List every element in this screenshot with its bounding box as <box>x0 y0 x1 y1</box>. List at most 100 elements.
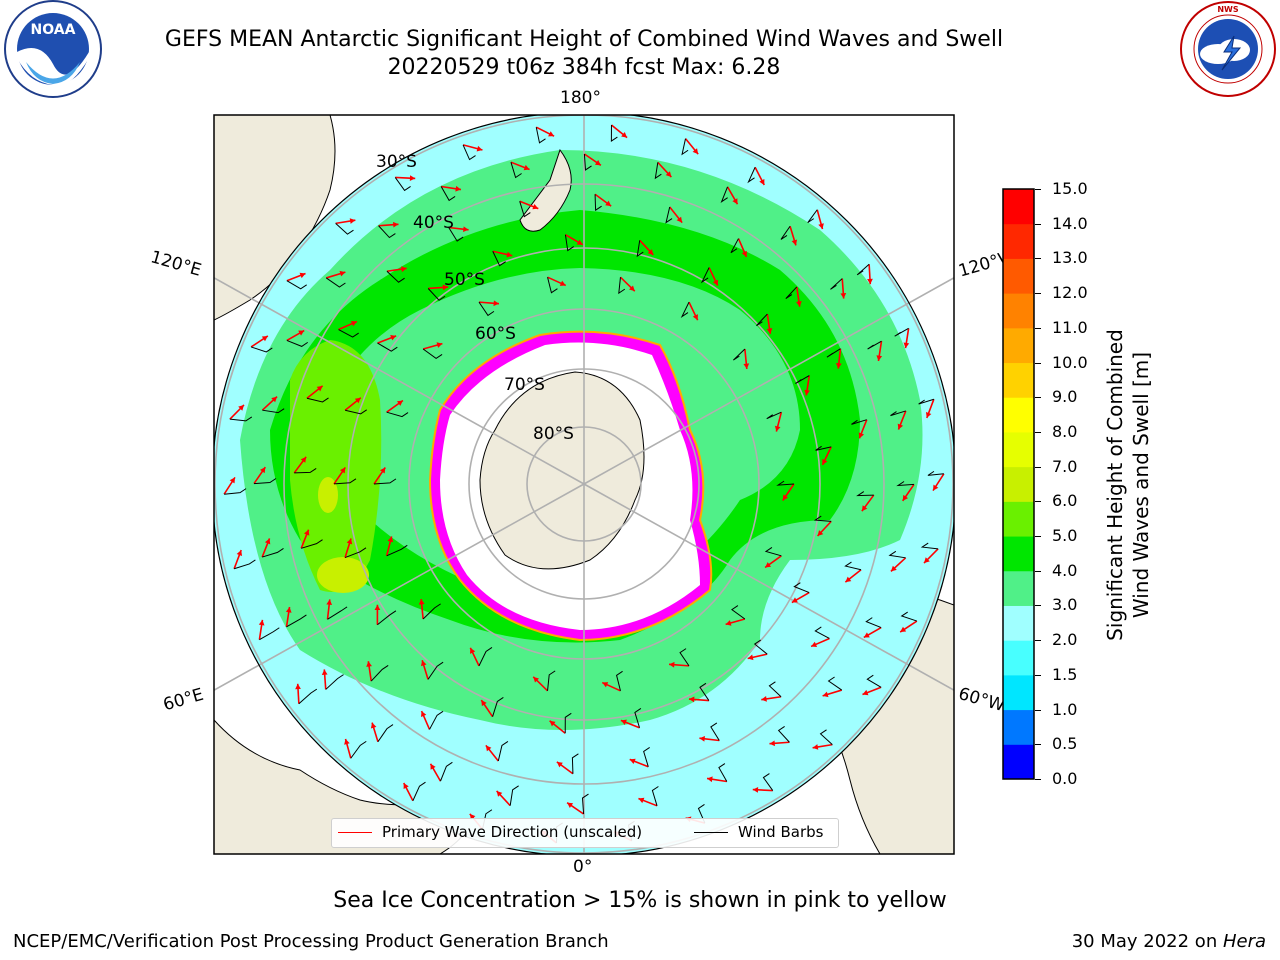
wave-arrowhead <box>379 467 386 474</box>
wind-barb <box>785 286 798 300</box>
colorbar-tick-mark <box>1035 293 1041 295</box>
wave-arrowhead <box>370 722 377 729</box>
wave-arrowhead <box>455 185 461 192</box>
wave-arrowhead <box>822 691 829 698</box>
wind-barb <box>793 582 810 594</box>
wave-arrowhead <box>374 604 381 611</box>
wind-barb <box>888 550 906 559</box>
wave-arrowhead <box>264 538 271 545</box>
footer-date: 30 May 2022 on Hera <box>1072 931 1266 952</box>
colorbar-bin <box>1003 223 1034 259</box>
colorbar-tick-mark <box>1035 189 1041 190</box>
wave-arrowhead <box>765 562 772 568</box>
wind-barb <box>373 478 397 485</box>
wave-arrowhead <box>476 145 483 152</box>
wave-arrowhead <box>817 530 824 536</box>
wave-arrowhead <box>782 494 789 501</box>
wind-barb <box>780 225 791 240</box>
wave-arrowhead <box>344 738 350 745</box>
wave-arrowhead <box>822 458 828 465</box>
wave-arrowhead <box>769 740 775 747</box>
wave-arrowhead <box>862 689 869 696</box>
colorbar-tick-label: 5.0 <box>1052 526 1078 546</box>
colorbar-bin <box>1003 397 1034 433</box>
wave-arrowhead <box>669 661 675 668</box>
legend-primary-wave-label: Primary Wave Direction (unscaled) <box>382 823 643 841</box>
legend-wind-barbs-label: Wind Barbs <box>738 823 824 841</box>
wave-arrowhead <box>741 250 747 257</box>
wind-barb <box>422 603 441 620</box>
wind-barb <box>427 288 446 301</box>
wind-barb <box>519 201 531 218</box>
lon-label-0: 0° <box>573 857 593 877</box>
colorbar-tick-mark <box>1035 466 1041 468</box>
wind-barb <box>510 162 522 179</box>
wave-arrowhead <box>811 641 818 647</box>
wave-arrowhead <box>339 467 346 474</box>
wind-barb <box>851 419 867 425</box>
colorbar-bin <box>1003 605 1034 641</box>
colorbar-tick-label: 2.0 <box>1052 630 1078 650</box>
colorbar-tick-label: 3.0 <box>1052 595 1078 615</box>
wind-barb <box>422 348 443 360</box>
wind-barb <box>547 277 558 294</box>
colorbar-bin <box>1003 327 1034 364</box>
wave-arrowhead <box>523 164 530 171</box>
wind-barb <box>616 670 623 691</box>
lat-label-40s: 40°S <box>413 213 454 233</box>
colorbar-tick-label: 12.0 <box>1052 283 1088 303</box>
wave-arrowhead <box>261 335 268 342</box>
wind-barb <box>856 491 874 497</box>
wave-arrowhead <box>845 576 852 583</box>
colorbar-bin <box>1003 431 1034 468</box>
wind-barb <box>826 348 841 358</box>
wind-barb <box>720 186 729 204</box>
wind-barb <box>700 267 710 284</box>
colorbar-tick-label: 6.0 <box>1052 491 1078 511</box>
wind-barb <box>777 726 790 743</box>
wave-arrowhead <box>902 494 909 501</box>
colorbar-tick-label: 13.0 <box>1052 248 1088 268</box>
wind-barb <box>665 206 673 224</box>
title-line-1: GEFS MEAN Antarctic Significant Height o… <box>164 27 1004 52</box>
wind-barb <box>301 539 323 549</box>
wind-barb <box>594 194 602 212</box>
wind-barb <box>807 209 818 224</box>
wind-barb <box>747 167 756 184</box>
colorbar-bin <box>1003 293 1034 329</box>
wind-barb <box>294 467 317 474</box>
wave-arrowhead <box>418 599 425 605</box>
colorbar-tick-mark <box>1035 605 1041 607</box>
wind-barb <box>386 270 405 283</box>
colorbar-tick-label: 10.0 <box>1052 352 1088 372</box>
colorbar-bin <box>1003 362 1034 398</box>
wind-barb <box>768 681 782 698</box>
wind-barb <box>643 747 650 767</box>
wind-barb <box>325 277 346 288</box>
wind-barb <box>681 138 689 156</box>
wave-arrowhead <box>676 216 683 223</box>
wind-barb <box>920 542 939 550</box>
wind-barb <box>344 547 367 559</box>
wind-barb <box>894 327 909 337</box>
wave-arrowhead <box>548 131 555 137</box>
wind-barb <box>680 301 690 318</box>
wave-arrowhead <box>638 797 645 804</box>
wave-arrowhead <box>761 696 767 702</box>
svg-text:NWS: NWS <box>1217 5 1239 14</box>
wave-arrowhead <box>300 456 307 463</box>
wind-barb <box>856 263 870 276</box>
wind-barb <box>900 611 918 622</box>
wind-barb <box>927 470 944 476</box>
legend-item-wind-barbs: Wind Barbs <box>694 823 823 841</box>
colorbar-tick-label: 9.0 <box>1052 387 1078 407</box>
wind-barb <box>370 664 389 682</box>
wave-arrowhead <box>496 790 503 797</box>
wave-arrowhead <box>299 272 306 279</box>
map-frame <box>213 114 955 855</box>
wave-arrowhead <box>863 632 870 638</box>
wind-barb <box>813 515 832 522</box>
wave-arrowhead <box>699 735 705 742</box>
wave-arrowhead <box>743 363 750 369</box>
wave-arrowhead <box>665 171 672 178</box>
